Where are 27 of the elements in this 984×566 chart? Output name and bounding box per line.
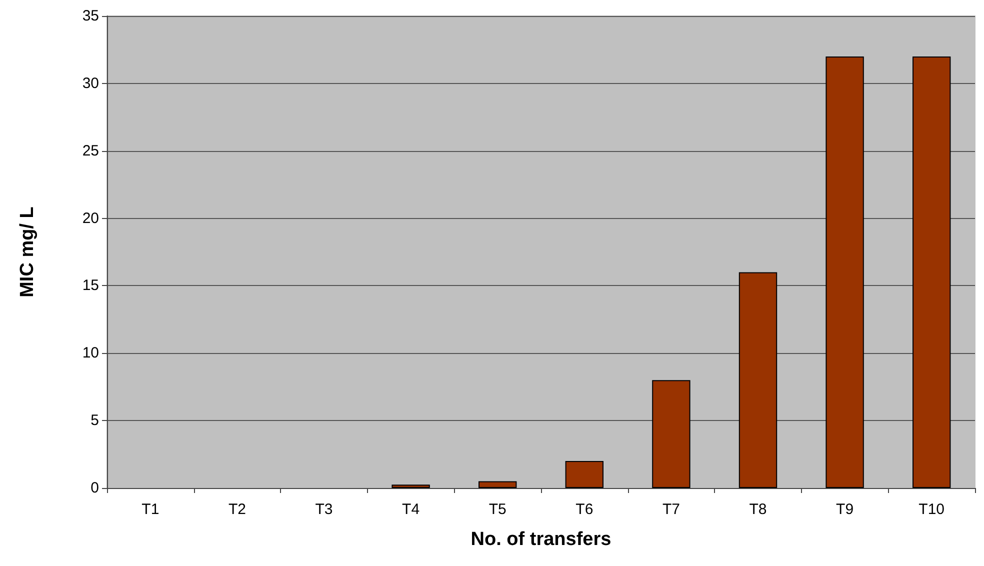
x-tick-label: T10 (918, 501, 945, 518)
y-tick-label: 20 (82, 210, 99, 227)
x-tick-label: T2 (228, 501, 246, 518)
x-tick-label: T1 (142, 501, 160, 518)
bar (392, 484, 430, 488)
y-tick-label: 25 (82, 142, 99, 160)
x-tick-label: T8 (749, 501, 767, 518)
x-tick-label: T5 (488, 501, 506, 518)
y-axis-title: MIC mg/ L (17, 206, 38, 298)
y-tick-label: 0 (90, 480, 99, 496)
y-tick-label: 5 (90, 412, 99, 430)
bar (826, 56, 864, 488)
bar (478, 481, 517, 488)
x-axis-title: No. of transfers (470, 529, 612, 550)
x-tick-label: T4 (402, 501, 420, 518)
x-tick-label: T9 (836, 501, 854, 518)
y-tick-label: 30 (82, 74, 99, 92)
bar (738, 272, 778, 488)
bar (565, 461, 604, 488)
bar (652, 380, 690, 488)
x-tick-label: T6 (576, 501, 594, 518)
y-tick-label: 10 (82, 344, 99, 362)
bar (912, 56, 951, 488)
y-tick-label: 35 (82, 8, 99, 24)
x-tick-label: T7 (662, 501, 680, 518)
y-tick-label: 15 (82, 277, 99, 294)
x-tick-label: T3 (315, 501, 333, 518)
